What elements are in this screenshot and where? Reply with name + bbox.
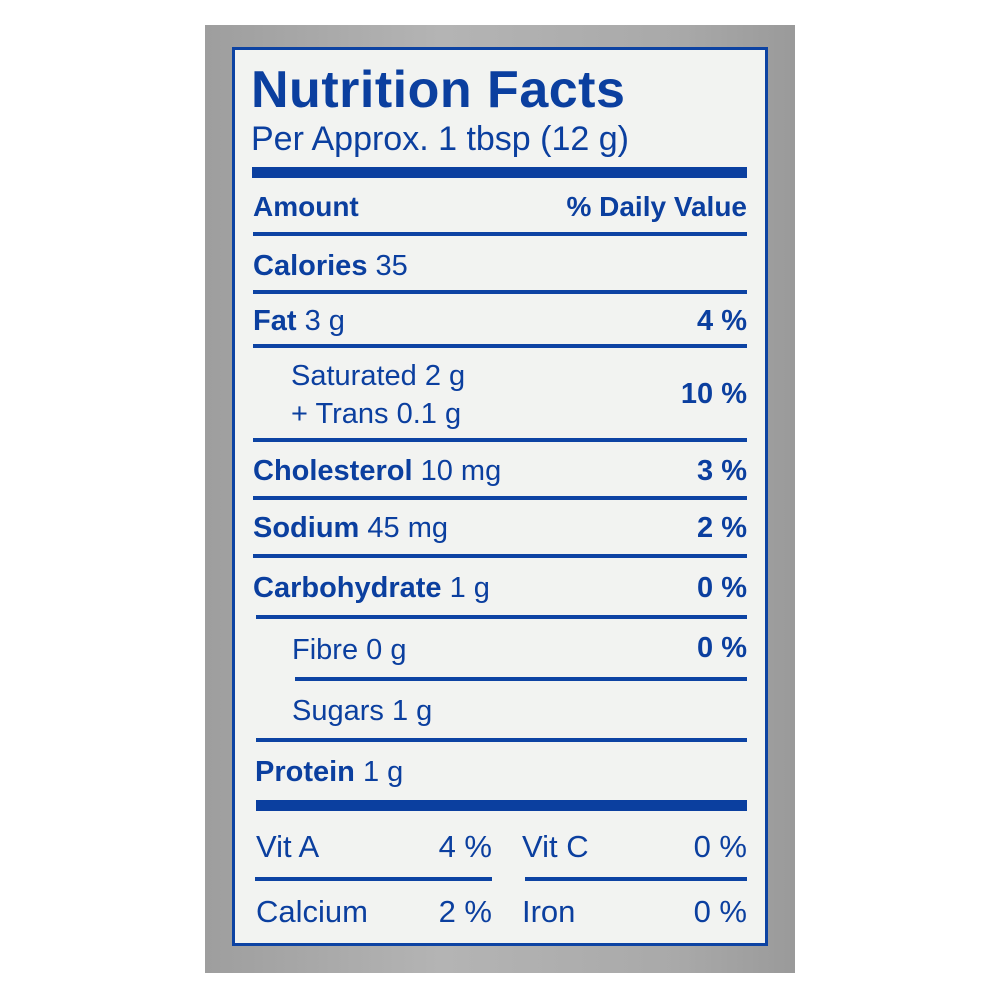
divider	[253, 232, 747, 236]
nutrient-name: Carbohydrate	[253, 572, 442, 604]
serving-size: Per Approx. 1 tbsp (12 g)	[251, 120, 629, 158]
nutrient-name: Protein	[255, 756, 355, 788]
fibre-row: Fibre 0 g	[292, 636, 406, 665]
nutrient-amount: 0.1 g	[396, 398, 462, 430]
nutrient-amount: 0 g	[366, 634, 407, 666]
carbohydrate-dv: 0 %	[697, 572, 747, 604]
calcium-dv: 2 %	[438, 894, 492, 929]
trans-row: + Trans 0.1 g	[291, 400, 461, 429]
calcium-label: Calcium	[256, 894, 368, 929]
divider	[253, 344, 747, 348]
nutrient-amount: 10 mg	[420, 455, 502, 487]
nutrient-name: Cholesterol	[253, 455, 413, 487]
iron-label: Iron	[522, 894, 576, 929]
vitamin-a-dv: 4 %	[438, 829, 492, 864]
vitamin-c-dv: 0 %	[693, 829, 747, 864]
divider	[255, 877, 492, 881]
nutrient-amount: 45 mg	[367, 512, 449, 544]
nutrient-name: + Trans	[291, 398, 389, 430]
divider	[253, 438, 747, 442]
nutrient-amount: 2 g	[424, 360, 466, 392]
calories-label: Calories	[253, 250, 368, 282]
calories-value: 35	[375, 250, 408, 282]
cholesterol-dv: 3 %	[697, 455, 747, 487]
saturated-trans-dv: 10 %	[680, 378, 747, 410]
divider	[253, 290, 747, 294]
sodium-row: Sodium 45 mg	[253, 514, 448, 543]
thick-divider	[256, 800, 747, 811]
vitamin-a-label: Vit A	[256, 829, 320, 864]
fat-dv: 4 %	[697, 305, 747, 337]
header-daily-value: % Daily Value	[566, 191, 747, 222]
vitamin-c-label: Vit C	[522, 829, 589, 864]
divider	[525, 877, 747, 881]
nutrient-name: Sodium	[253, 512, 360, 544]
carbohydrate-row: Carbohydrate 1 g	[253, 574, 490, 603]
nutrient-amount: 1 g	[391, 695, 433, 727]
fibre-dv: 0 %	[697, 632, 747, 664]
header-amount: Amount	[253, 191, 359, 222]
fat-row: Fat 3 g	[253, 307, 345, 336]
divider	[295, 677, 747, 681]
nutrient-amount: 3 g	[304, 305, 345, 337]
calories-row: Calories 35	[253, 252, 408, 281]
nutrient-name: Saturated	[291, 360, 417, 392]
divider	[253, 496, 747, 500]
nutrient-name: Sugars	[292, 695, 384, 727]
divider	[253, 554, 747, 558]
nutrient-name: Fibre	[292, 634, 359, 666]
sugars-row: Sugars 1 g	[292, 697, 432, 726]
label-title: Nutrition Facts	[251, 61, 626, 119]
sodium-dv: 2 %	[697, 512, 747, 544]
thick-divider	[252, 167, 747, 178]
iron-dv: 0 %	[693, 894, 747, 929]
divider	[256, 738, 747, 742]
protein-row: Protein 1 g	[255, 758, 403, 787]
nutrient-amount: 1 g	[449, 572, 490, 604]
cholesterol-row: Cholesterol 10 mg	[253, 457, 501, 486]
nutrient-name: Fat	[253, 305, 297, 337]
nutrient-amount: 1 g	[362, 756, 404, 788]
divider	[256, 615, 747, 619]
saturated-row: Saturated 2 g	[291, 362, 465, 391]
